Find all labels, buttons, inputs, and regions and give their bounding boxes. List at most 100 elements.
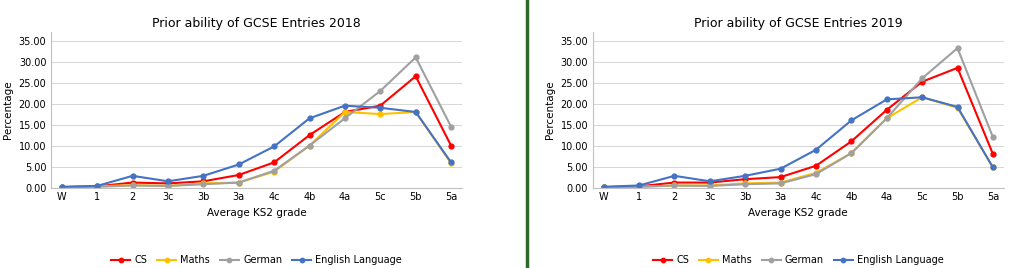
Maths <box>810 171 822 174</box>
Line: CS: CS <box>59 74 454 190</box>
CS <box>598 185 610 189</box>
German <box>198 183 210 186</box>
Maths <box>703 184 716 187</box>
Maths <box>881 117 893 120</box>
English Language <box>339 104 351 107</box>
English Language <box>633 184 645 187</box>
CS <box>703 181 716 184</box>
Maths <box>774 181 786 184</box>
German <box>232 181 245 184</box>
Maths <box>669 184 681 187</box>
Maths <box>162 184 174 188</box>
English Language <box>268 145 281 148</box>
English Language <box>91 184 103 188</box>
Line: Maths: Maths <box>601 95 995 190</box>
English Language <box>55 185 68 188</box>
German <box>633 185 645 188</box>
Maths <box>444 162 457 165</box>
German <box>339 117 351 120</box>
English Language <box>303 117 315 120</box>
English Language <box>703 180 716 183</box>
CS <box>951 66 964 69</box>
Line: German: German <box>601 46 995 190</box>
German <box>881 117 893 120</box>
Maths <box>126 184 138 187</box>
German <box>810 173 822 176</box>
English Language <box>162 180 174 183</box>
CS <box>987 152 999 156</box>
English Language <box>916 96 929 99</box>
CS <box>339 110 351 114</box>
Maths <box>987 166 999 169</box>
English Language <box>410 110 422 114</box>
CS <box>374 104 386 107</box>
Maths <box>410 110 422 114</box>
Title: Prior ability of GCSE Entries 2019: Prior ability of GCSE Entries 2019 <box>694 17 902 29</box>
German <box>916 77 929 80</box>
German <box>703 184 716 188</box>
German <box>951 47 964 50</box>
CS <box>633 185 645 188</box>
Y-axis label: Percentage: Percentage <box>545 81 555 139</box>
CS <box>162 182 174 185</box>
English Language <box>845 119 857 122</box>
German <box>774 182 786 185</box>
Line: German: German <box>59 55 454 190</box>
Maths <box>739 182 752 185</box>
Maths <box>916 96 929 99</box>
English Language <box>232 163 245 166</box>
CS <box>739 178 752 181</box>
German <box>268 169 281 172</box>
Maths <box>198 182 210 185</box>
Maths <box>268 170 281 173</box>
German <box>845 151 857 155</box>
Maths <box>951 106 964 109</box>
Maths <box>55 185 68 189</box>
Legend: CS, Maths, German, English Language: CS, Maths, German, English Language <box>649 252 947 268</box>
CS <box>916 80 929 83</box>
CS <box>126 181 138 184</box>
English Language <box>774 167 786 170</box>
English Language <box>598 185 610 188</box>
German <box>598 185 610 189</box>
English Language <box>739 174 752 177</box>
English Language <box>198 174 210 177</box>
English Language <box>881 98 893 101</box>
Maths <box>845 151 857 155</box>
Title: Prior ability of GCSE Entries 2018: Prior ability of GCSE Entries 2018 <box>153 17 360 29</box>
English Language <box>810 148 822 151</box>
English Language <box>126 174 138 177</box>
CS <box>845 140 857 143</box>
CS <box>444 144 457 147</box>
English Language <box>444 161 457 164</box>
CS <box>410 75 422 78</box>
CS <box>669 181 681 184</box>
Line: Maths: Maths <box>59 110 454 190</box>
Maths <box>91 185 103 188</box>
Legend: CS, Maths, German, English Language: CS, Maths, German, English Language <box>108 252 406 268</box>
Y-axis label: Percentage: Percentage <box>3 81 13 139</box>
English Language <box>374 106 386 109</box>
CS <box>55 185 68 189</box>
Maths <box>232 181 245 184</box>
Line: English Language: English Language <box>59 103 454 189</box>
English Language <box>987 166 999 169</box>
German <box>91 185 103 188</box>
CS <box>232 173 245 177</box>
English Language <box>669 174 681 177</box>
X-axis label: Average KS2 grade: Average KS2 grade <box>749 208 848 218</box>
German <box>303 144 315 147</box>
German <box>739 183 752 186</box>
Maths <box>633 185 645 188</box>
Line: CS: CS <box>601 65 995 190</box>
German <box>55 185 68 189</box>
CS <box>91 185 103 188</box>
English Language <box>951 105 964 109</box>
CS <box>198 180 210 183</box>
CS <box>810 164 822 167</box>
German <box>444 125 457 128</box>
X-axis label: Average KS2 grade: Average KS2 grade <box>207 208 306 218</box>
CS <box>303 133 315 137</box>
CS <box>881 108 893 111</box>
CS <box>774 176 786 179</box>
